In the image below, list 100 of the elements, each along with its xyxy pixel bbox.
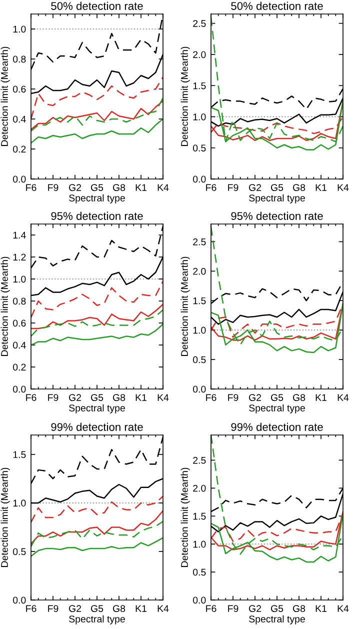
y-tick-label: 1.4 xyxy=(13,232,26,239)
x-tick-label: G2 xyxy=(249,184,261,191)
line-series xyxy=(31,304,163,330)
y-tick-label: 1.0 xyxy=(13,276,26,283)
chart-title: 99% detection rate xyxy=(51,422,143,431)
y-tick-label: 0.4 xyxy=(13,342,26,349)
line-series xyxy=(31,510,163,544)
y-tick-label: 0.2 xyxy=(13,364,26,371)
y-axis-title: Detection limit (Mearth) xyxy=(180,468,190,567)
chart-title: 50% detection rate xyxy=(51,2,143,10)
y-axis-title: Detection limit (Mearth) xyxy=(180,46,190,146)
x-tick-label: G8 xyxy=(293,394,306,401)
y-tick-label: 1.0 xyxy=(13,26,26,33)
y-axis-title: Detection limit (Mearth) xyxy=(0,46,10,146)
x-tick-label: G5 xyxy=(271,394,284,401)
x-tick-label: F9 xyxy=(228,184,238,191)
x-tick-label: F6 xyxy=(206,605,216,612)
line-series xyxy=(31,118,163,144)
y-tick-label: 0.4 xyxy=(13,116,26,123)
x-tick-label: K1 xyxy=(316,184,326,191)
line-series xyxy=(31,323,163,346)
x-tick-label: F9 xyxy=(48,605,58,612)
x-axis-title: Spectral type xyxy=(249,194,305,204)
y-tick-label: 1.5 xyxy=(193,82,206,90)
y-tick-label: 1.0 xyxy=(13,500,26,507)
y-tick-label: 0.5 xyxy=(13,548,26,556)
x-tick-label: K4 xyxy=(338,605,349,612)
y-tick-label: 1.0 xyxy=(193,113,206,120)
y-tick-label: 0.0 xyxy=(193,176,206,183)
x-tick-label: K4 xyxy=(158,605,169,612)
x-tick-label: K4 xyxy=(158,184,169,191)
x-tick-label: G8 xyxy=(293,605,306,612)
y-tick-label: 2.0 xyxy=(193,484,206,492)
x-tick-label: K4 xyxy=(338,184,349,191)
y-tick-label: 2.5 xyxy=(193,456,206,464)
x-tick-label: F6 xyxy=(206,184,216,191)
y-tick-label: 0.0 xyxy=(193,386,206,393)
chart-title: 50% detection rate xyxy=(231,2,323,10)
x-tick-label: F9 xyxy=(228,605,238,612)
y-tick-label: 1.0 xyxy=(193,540,206,548)
y-tick-label: 0.5 xyxy=(193,356,206,364)
x-tick-label: F6 xyxy=(26,394,36,401)
x-tick-label: F9 xyxy=(228,394,238,401)
y-tick-label: 2.0 xyxy=(193,51,206,58)
y-tick-label: 2.5 xyxy=(193,238,206,246)
y-tick-label: 1.5 xyxy=(193,297,206,304)
line-series xyxy=(31,309,163,337)
line-series xyxy=(211,100,343,142)
chart-title: 95% detection rate xyxy=(231,212,323,220)
y-axis-title: Detection limit (Mearth) xyxy=(180,256,190,356)
y-tick-label: 0.0 xyxy=(193,596,206,604)
y-tick-label: 0.0 xyxy=(13,176,26,183)
x-tick-label: F9 xyxy=(48,394,58,401)
x-tick-label: G5 xyxy=(91,184,104,191)
y-tick-label: 0.8 xyxy=(13,298,26,305)
y-tick-label: 1.5 xyxy=(193,512,206,520)
x-axis-title: Spectral type xyxy=(69,194,125,204)
x-axis-title: Spectral type xyxy=(249,404,305,414)
x-tick-label: K4 xyxy=(338,394,349,401)
y-tick-label: 0.6 xyxy=(13,320,26,327)
x-tick-label: K1 xyxy=(136,394,146,401)
x-tick-label: G5 xyxy=(91,605,104,612)
x-tick-label: G8 xyxy=(293,184,306,191)
x-axis-title: Spectral type xyxy=(249,615,305,624)
y-axis-title: Detection limit (Mearth) xyxy=(0,468,10,567)
x-tick-label: F6 xyxy=(26,605,36,612)
line-series xyxy=(31,76,163,120)
x-tick-label: G2 xyxy=(69,184,81,191)
chart-title: 99% detection rate xyxy=(231,422,323,431)
line-series xyxy=(31,496,163,523)
y-tick-label: 0.5 xyxy=(193,568,206,576)
x-tick-label: G8 xyxy=(113,394,126,401)
y-tick-label: 0.0 xyxy=(13,596,26,604)
x-tick-label: G8 xyxy=(113,605,126,612)
x-axis-title: Spectral type xyxy=(69,404,125,414)
x-tick-label: F6 xyxy=(26,184,36,191)
y-tick-label: 1.2 xyxy=(13,254,26,261)
x-tick-label: K1 xyxy=(136,184,146,191)
y-tick-label: 1.5 xyxy=(13,451,26,458)
x-axis-title: Spectral type xyxy=(69,615,125,624)
y-tick-label: 2.5 xyxy=(193,20,206,27)
x-tick-label: G2 xyxy=(69,605,81,612)
x-tick-label: K4 xyxy=(158,394,169,401)
y-tick-label: 1.0 xyxy=(193,326,206,334)
x-tick-label: F6 xyxy=(206,394,216,401)
y-tick-label: 2.0 xyxy=(193,268,206,275)
chart-title: 95% detection rate xyxy=(51,212,143,220)
y-axis-title: Detection limit (Mearth) xyxy=(0,256,10,356)
y-tick-label: 0.0 xyxy=(13,386,26,393)
x-tick-label: G2 xyxy=(249,394,261,401)
y-tick-label: 0.8 xyxy=(13,56,26,63)
y-tick-label: 0.2 xyxy=(13,146,26,153)
x-tick-label: K1 xyxy=(316,605,326,612)
line-series xyxy=(31,280,163,318)
line-series xyxy=(31,537,163,557)
x-tick-label: G5 xyxy=(271,184,284,191)
x-tick-label: G5 xyxy=(271,605,284,612)
x-tick-label: G5 xyxy=(91,394,104,401)
y-tick-label: 0.6 xyxy=(13,86,26,93)
x-tick-label: G8 xyxy=(113,184,126,191)
